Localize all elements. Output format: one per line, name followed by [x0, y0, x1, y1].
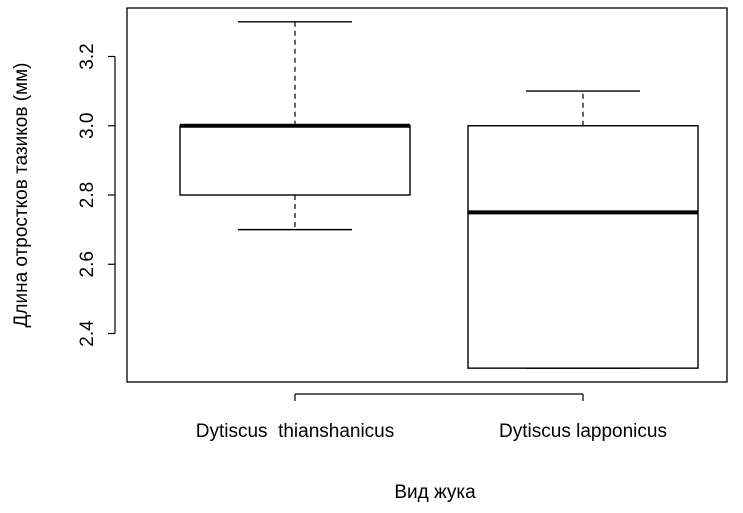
box [179, 125, 411, 196]
y-tick-label: 2.8 [77, 182, 98, 208]
y-tick-label: 2.4 [77, 320, 98, 347]
x-tick-label: Dytiscus thianshanicus [196, 421, 395, 442]
x-tick-label: Dytiscus lapponicus [499, 421, 667, 442]
y-tick-label: 3.0 [77, 113, 98, 139]
y-tick-label: 3.2 [77, 43, 98, 69]
box [467, 125, 699, 369]
y-tick-label: 2.6 [77, 251, 98, 277]
x-axis-label: Вид жука [394, 482, 476, 503]
plot-frame [126, 7, 728, 383]
y-axis-label: Длина отростков тазиков (мм) [11, 63, 32, 328]
